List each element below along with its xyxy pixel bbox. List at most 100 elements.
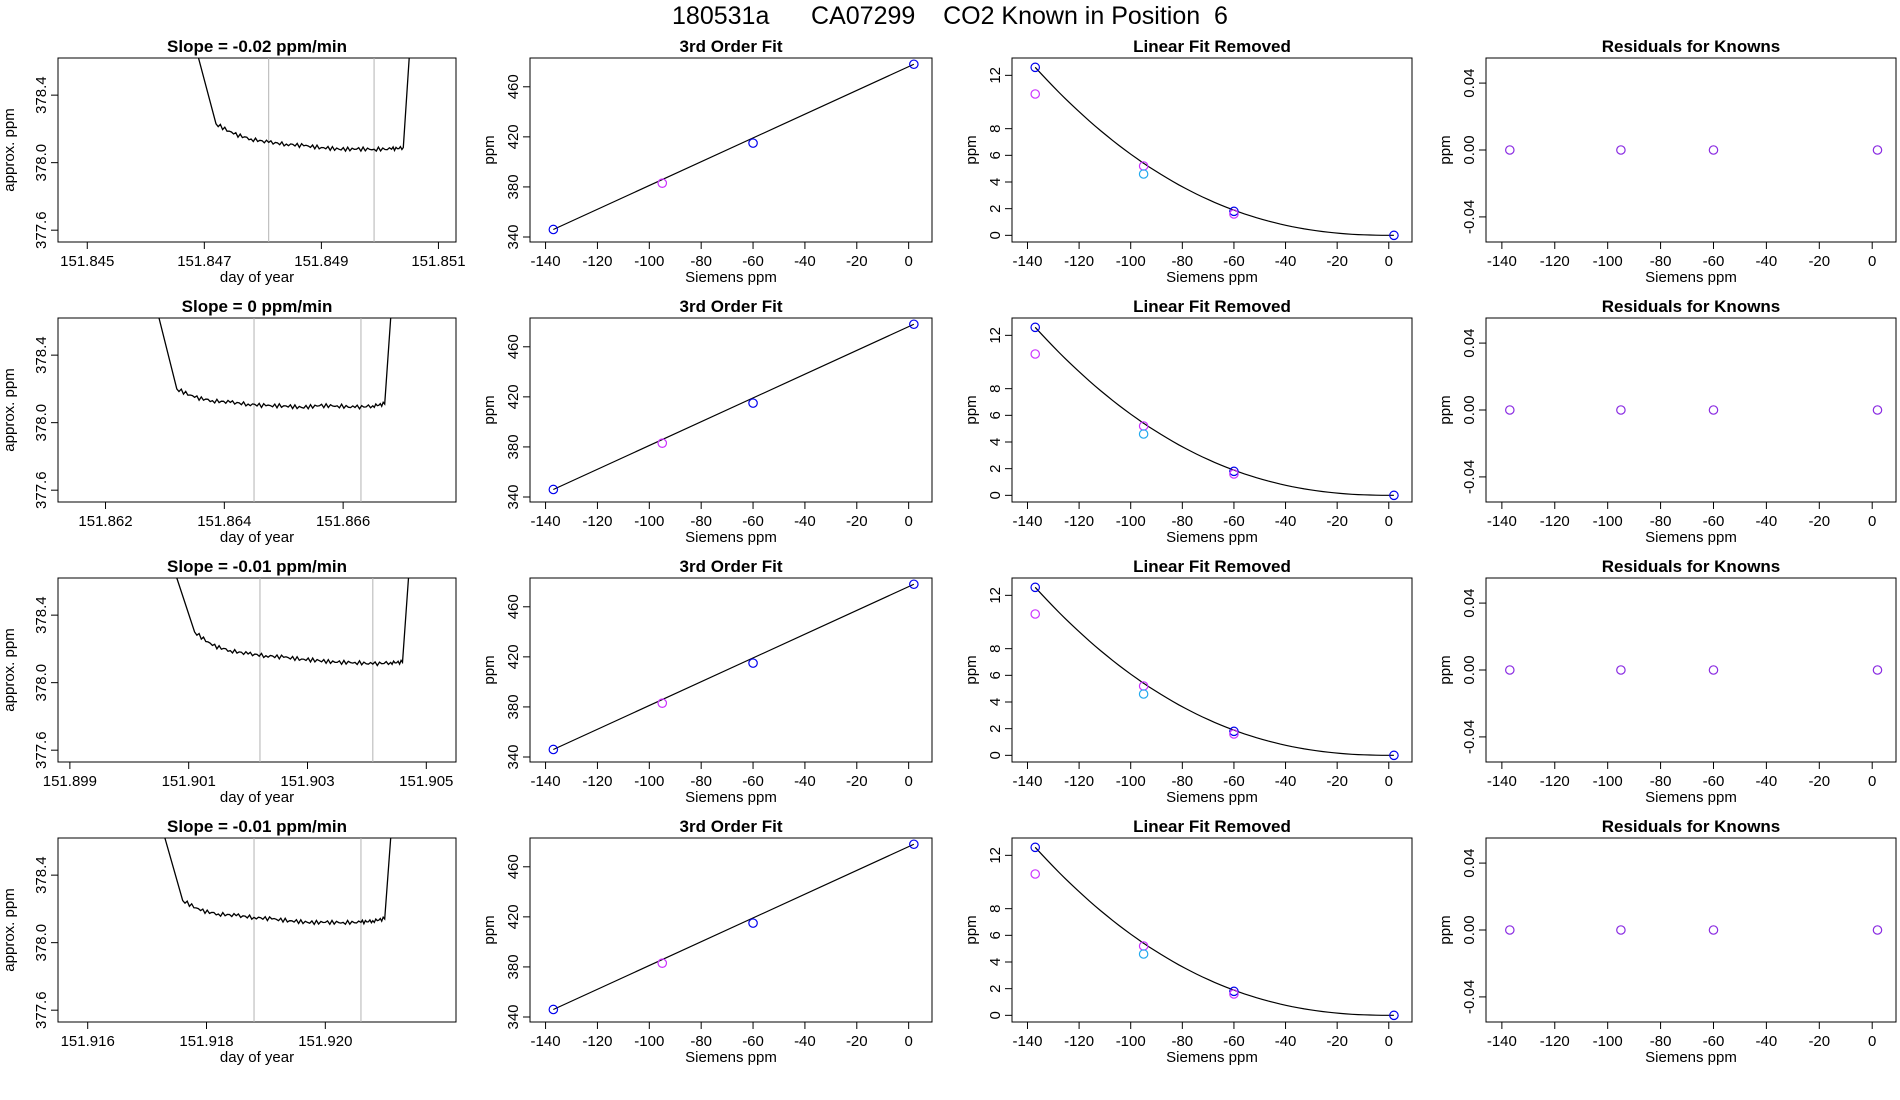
x-tick-label: -60 bbox=[1223, 1033, 1245, 1050]
data-point bbox=[1138, 169, 1149, 179]
x-tick-label: -80 bbox=[1171, 253, 1193, 270]
data-point bbox=[1616, 665, 1626, 675]
x-tick-label: -80 bbox=[1650, 513, 1672, 530]
data-point bbox=[909, 319, 919, 330]
x-tick-label: -140 bbox=[1012, 253, 1042, 270]
y-axis-label: approx. ppm bbox=[1, 628, 18, 711]
data-point bbox=[1229, 986, 1239, 997]
x-tick-label: 151.905 bbox=[399, 773, 453, 790]
x-tick-label: -60 bbox=[1223, 513, 1245, 530]
x-tick-label: -20 bbox=[1326, 773, 1348, 790]
x-tick-label: -60 bbox=[1223, 773, 1245, 790]
x-tick-label: -60 bbox=[742, 513, 764, 530]
x-tick-label: -40 bbox=[1275, 773, 1297, 790]
plot-frame bbox=[57, 57, 457, 243]
y-tick-label: -0.04 bbox=[1461, 200, 1478, 234]
y-axis-label: ppm bbox=[1437, 395, 1454, 424]
y-tick-label: 0 bbox=[987, 1011, 1004, 1019]
data-point bbox=[1389, 1010, 1399, 1021]
y-tick-label: 6 bbox=[987, 931, 1004, 939]
data-point bbox=[1030, 869, 1041, 879]
x-tick-label: -120 bbox=[582, 1033, 612, 1050]
x-tick-label: -100 bbox=[634, 773, 664, 790]
y-axis-label: approx. ppm bbox=[1, 888, 18, 971]
plot-title: 3rd Order Fit bbox=[680, 817, 783, 836]
data-point bbox=[1616, 925, 1626, 935]
x-tick-label: -140 bbox=[1487, 773, 1517, 790]
y-tick-label: 8 bbox=[987, 644, 1004, 652]
x-tick-label: 0 bbox=[1385, 773, 1393, 790]
x-tick-label: -20 bbox=[846, 253, 868, 270]
y-tick-label: 4 bbox=[987, 698, 1004, 706]
y-tick-label: 0.04 bbox=[1461, 68, 1478, 97]
data-point bbox=[1229, 206, 1239, 217]
y-tick-label: 377.6 bbox=[33, 211, 50, 249]
x-tick-label: -40 bbox=[1756, 773, 1778, 790]
x-tick-label: -140 bbox=[531, 1033, 561, 1050]
data-point bbox=[548, 224, 559, 235]
x-tick-label: -40 bbox=[1275, 513, 1297, 530]
y-tick-label: 340 bbox=[505, 1004, 522, 1029]
plot-frame bbox=[529, 57, 933, 243]
y-tick-label: 2 bbox=[987, 984, 1004, 992]
plot-frame bbox=[57, 317, 457, 503]
x-tick-label: -40 bbox=[1756, 1033, 1778, 1050]
plot-title: 3rd Order Fit bbox=[680, 297, 783, 316]
x-tick-label: -80 bbox=[1650, 253, 1672, 270]
x-axis-label: Siemens ppm bbox=[1645, 269, 1737, 286]
y-tick-label: 4 bbox=[987, 438, 1004, 446]
y-tick-label: 420 bbox=[505, 384, 522, 409]
x-axis-label: Siemens ppm bbox=[685, 269, 777, 286]
y-axis-label: ppm bbox=[481, 915, 498, 944]
x-axis-label: Siemens ppm bbox=[1645, 789, 1737, 806]
x-tick-label: -140 bbox=[1012, 513, 1042, 530]
y-tick-label: 377.6 bbox=[33, 471, 50, 509]
x-tick-label: -60 bbox=[1703, 1033, 1725, 1050]
x-tick-label: 151.847 bbox=[177, 253, 231, 270]
y-tick-label: 378.4 bbox=[33, 596, 50, 634]
data-point bbox=[748, 918, 758, 928]
y-tick-label: 0.00 bbox=[1461, 915, 1478, 944]
x-tick-label: -140 bbox=[531, 513, 561, 530]
y-tick-label: 380 bbox=[505, 694, 522, 719]
x-tick-label: -100 bbox=[634, 513, 664, 530]
x-tick-label: -60 bbox=[1703, 773, 1725, 790]
y-tick-label: 460 bbox=[505, 74, 522, 99]
y-axis-label: approx. ppm bbox=[1, 368, 18, 451]
fit-curve bbox=[553, 323, 915, 491]
plot-frame bbox=[1011, 837, 1413, 1023]
data-point bbox=[1505, 145, 1515, 155]
x-tick-label: -100 bbox=[1593, 1033, 1623, 1050]
x-tick-label: -120 bbox=[1064, 1033, 1094, 1050]
plot-frame bbox=[57, 577, 457, 763]
plot-title: Slope = -0.01 ppm/min bbox=[167, 817, 347, 836]
x-tick-label: -80 bbox=[690, 1033, 712, 1050]
page-title: 180531a CA07299 CO2 Known in Position 6 bbox=[672, 2, 1228, 30]
y-tick-label: 340 bbox=[505, 744, 522, 769]
y-axis-label: ppm bbox=[481, 395, 498, 424]
x-tick-label: 0 bbox=[1385, 1033, 1393, 1050]
fit-curve bbox=[1034, 66, 1394, 236]
x-tick-label: 151.845 bbox=[60, 253, 114, 270]
y-tick-label: -0.04 bbox=[1461, 460, 1478, 494]
x-axis-label: Siemens ppm bbox=[1166, 1049, 1258, 1066]
plot-frame bbox=[1485, 837, 1897, 1023]
y-axis-label: ppm bbox=[1437, 135, 1454, 164]
y-tick-label: 378.4 bbox=[33, 76, 50, 114]
data-point bbox=[1030, 89, 1041, 99]
x-tick-label: -40 bbox=[1275, 1033, 1297, 1050]
plot-title: Linear Fit Removed bbox=[1133, 557, 1291, 576]
x-tick-label: -140 bbox=[531, 773, 561, 790]
co2-trace-line bbox=[164, 838, 392, 926]
x-tick-label: -140 bbox=[531, 253, 561, 270]
plot-title: Residuals for Knowns bbox=[1602, 557, 1781, 576]
y-tick-label: 377.6 bbox=[33, 731, 50, 769]
data-point bbox=[1030, 349, 1041, 359]
x-tick-label: -20 bbox=[1808, 1033, 1830, 1050]
y-tick-label: 0.04 bbox=[1461, 848, 1478, 877]
y-tick-label: 420 bbox=[505, 904, 522, 929]
y-axis-label: ppm bbox=[963, 915, 980, 944]
x-axis-label: Siemens ppm bbox=[1166, 529, 1258, 546]
y-tick-label: 0 bbox=[987, 751, 1004, 759]
